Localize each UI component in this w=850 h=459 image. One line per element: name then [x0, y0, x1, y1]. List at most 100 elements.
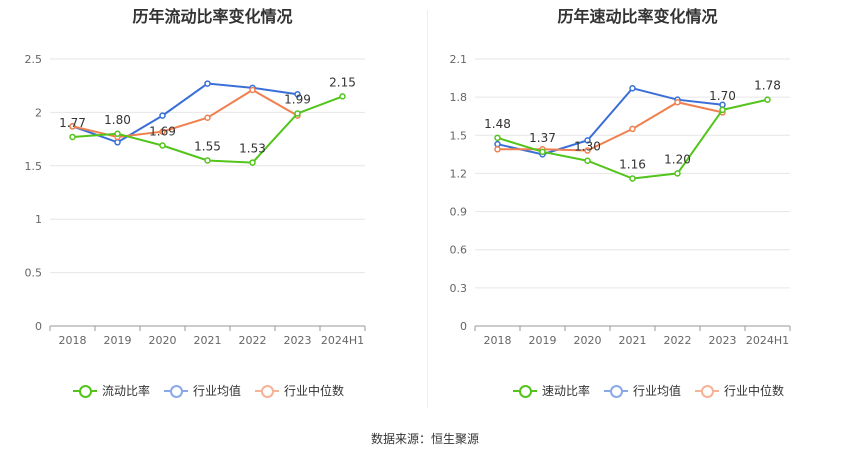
data-point — [339, 93, 346, 100]
x-tick-label: 2024H1 — [321, 334, 364, 347]
y-tick-label: 1.8 — [450, 91, 468, 104]
legend-label: 流动比率 — [102, 384, 151, 398]
data-point — [114, 139, 121, 146]
legend-label: 行业均值 — [633, 384, 682, 398]
data-label: 1.20 — [664, 152, 691, 166]
y-tick-label: 0 — [35, 320, 42, 333]
y-tick-label: 2 — [35, 106, 42, 119]
y-tick-label: 1 — [35, 213, 42, 226]
data-label: 1.99 — [284, 92, 311, 106]
data-point — [629, 84, 636, 92]
data-point — [159, 128, 166, 135]
data-point — [249, 159, 256, 166]
legend-label: 行业中位数 — [284, 384, 345, 398]
data-point — [494, 146, 501, 153]
y-tick-label: 2.1 — [450, 53, 468, 66]
legend-item-2[interactable]: 行业中位数 — [695, 382, 784, 399]
chart-title-current-ratio: 历年流动比率变化情况 — [132, 7, 293, 26]
y-tick-label: 0.5 — [25, 267, 43, 280]
legend-item-2[interactable]: 行业中位数 — [255, 382, 344, 399]
legend-item-0[interactable]: 流动比率 — [73, 382, 150, 399]
quick-ratio-chart: 0 0.3 0.6 0.9 1.2 1.5 1.8 2.1 2018 2019 2020 2021 20… — [450, 53, 791, 347]
series-line-1 — [497, 87, 723, 156]
legend-line-marker — [73, 384, 97, 398]
data-point — [494, 140, 501, 148]
legend-label: 行业均值 — [193, 384, 242, 398]
legend-line-marker — [164, 384, 189, 398]
y-tick-label: 1.5 — [25, 160, 43, 173]
data-point — [494, 134, 501, 142]
data-point — [249, 86, 256, 94]
x-tick-label: 2022 — [239, 334, 267, 347]
data-label: 1.69 — [149, 125, 176, 139]
x-tick-label: 2018 — [484, 334, 512, 347]
data-point — [719, 101, 726, 109]
data-label: 1.70 — [709, 89, 736, 103]
quick-ratio-legend: 速动比率 行业均值 行业中位数 — [513, 382, 784, 399]
chart-title-quick-ratio: 历年速动比率变化情况 — [557, 7, 718, 26]
data-point — [204, 157, 211, 164]
legend-line-marker — [604, 384, 629, 398]
x-tick-label: 2019 — [529, 334, 557, 347]
x-tick-label: 2021 — [619, 334, 647, 347]
data-point — [159, 112, 166, 119]
data-label: 1.30 — [574, 140, 601, 154]
x-tick-label: 2020 — [149, 334, 177, 347]
x-tick-label: 2023 — [284, 334, 312, 347]
y-tick-label: 0.9 — [450, 206, 468, 219]
data-label: 1.55 — [194, 139, 221, 153]
data-point — [764, 96, 771, 103]
data-label: 1.48 — [484, 117, 511, 131]
data-point — [69, 133, 76, 141]
data-point — [294, 110, 301, 117]
y-tick-label: 0 — [460, 320, 467, 333]
data-point — [674, 98, 681, 106]
current-ratio-chart: 0 0.5 1 1.5 2 2.5 2018 2019 2020 2021 2022 2023 2024… — [25, 53, 366, 347]
data-point — [539, 148, 546, 156]
x-tick-label: 2019 — [104, 334, 132, 347]
current-ratio-legend: 流动比率 行业均值 行业中位数 — [73, 382, 344, 399]
y-tick-label: 0.3 — [450, 282, 468, 295]
data-point — [114, 130, 121, 138]
legend-label: 速动比率 — [542, 384, 591, 398]
legend-item-1[interactable]: 行业均值 — [604, 382, 681, 399]
x-tick-label: 2024H1 — [746, 334, 789, 347]
data-source-note: 数据来源：恒生聚源 — [370, 432, 479, 446]
y-tick-label: 2.5 — [25, 53, 43, 66]
legend-line-marker — [513, 384, 537, 398]
x-tick-label: 2022 — [664, 334, 692, 347]
legend-line-marker — [695, 384, 720, 398]
data-label: 1.37 — [529, 131, 556, 145]
data-point — [629, 125, 636, 133]
data-point — [584, 157, 591, 164]
data-point — [159, 142, 166, 149]
x-tick-label: 2023 — [709, 334, 737, 347]
data-point — [584, 147, 591, 154]
data-point — [629, 175, 636, 182]
data-point — [204, 114, 211, 121]
x-tick-label: 2020 — [574, 334, 602, 347]
legend-line-marker — [255, 384, 280, 398]
data-point — [674, 170, 681, 177]
panel-divider — [427, 10, 428, 408]
data-point — [719, 106, 726, 114]
legend-label: 行业中位数 — [724, 384, 785, 398]
data-label: 1.78 — [754, 79, 781, 93]
x-tick-label: 2018 — [59, 334, 87, 347]
data-label: 1.80 — [104, 113, 131, 127]
data-point — [584, 137, 591, 144]
y-tick-label: 1.5 — [450, 129, 468, 142]
legend-item-0[interactable]: 速动比率 — [513, 382, 590, 399]
data-label: 2.15 — [329, 75, 356, 89]
y-tick-label: 1.2 — [450, 167, 468, 180]
y-tick-label: 0.6 — [450, 244, 468, 257]
legend-item-1[interactable]: 行业均值 — [164, 382, 241, 399]
series-line-1 — [72, 82, 298, 144]
data-point — [69, 123, 76, 130]
data-label: 1.77 — [59, 116, 86, 130]
data-point — [204, 80, 211, 87]
data-point — [294, 90, 301, 98]
data-label: 1.16 — [619, 158, 646, 172]
data-label: 1.53 — [239, 142, 266, 156]
x-tick-label: 2021 — [194, 334, 222, 347]
